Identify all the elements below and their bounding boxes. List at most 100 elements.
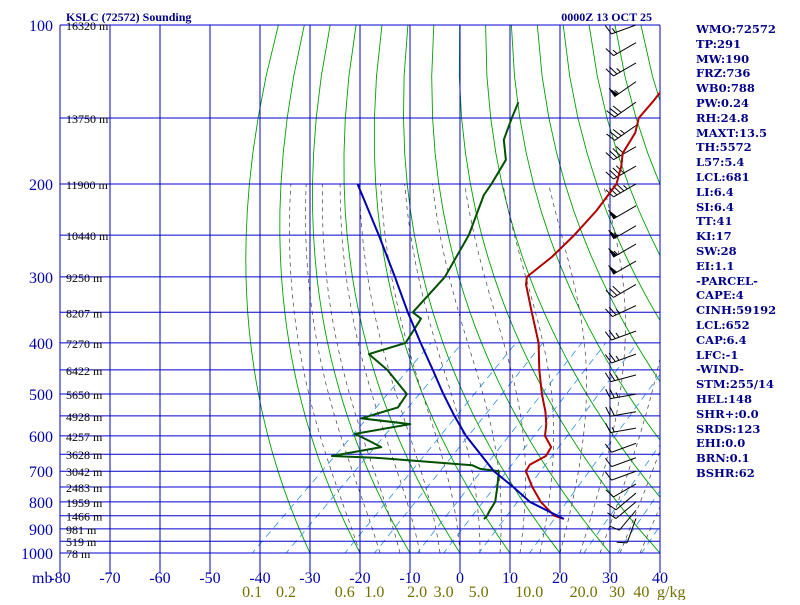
mixing-ratio-line	[435, 343, 606, 564]
temperature-tick-label: -50	[199, 570, 220, 587]
height-label: 10440 m	[66, 229, 109, 243]
index-line: -PARCEL-	[696, 274, 800, 289]
index-line: KI:17	[696, 229, 800, 244]
height-label: 6422 m	[66, 364, 103, 378]
pressure-tick-label: 1000	[21, 546, 53, 563]
height-label: 7270 m	[66, 337, 103, 351]
index-line: LI:6.4	[696, 185, 800, 200]
mixing-ratio-tick-label: 10.0	[515, 584, 543, 600]
wind-barb-feather	[605, 472, 611, 480]
height-label: 78 m	[66, 547, 91, 561]
time-title: 0000Z 13 OCT 25	[561, 10, 652, 24]
dry-adiabat-line	[344, 25, 467, 564]
index-line: WB0:788	[696, 81, 800, 96]
height-label: 1466 m	[66, 510, 103, 524]
station-title: KSLC (72572) Sounding	[66, 10, 191, 24]
axis-labels: 1002003004005006007008009001000mb-80-70-…	[21, 18, 685, 600]
wind-barb-half-feather	[617, 68, 621, 72]
index-line: RH:24.8	[696, 111, 800, 126]
mixing-ratio-tick-label: 3.0	[434, 584, 454, 600]
index-line: PW:0.24	[696, 96, 800, 111]
index-line: STM:255/14	[696, 377, 800, 392]
index-line: CAPE:4	[696, 288, 800, 303]
index-line: CAP:6.4	[696, 333, 800, 348]
index-line: SRDS:123	[696, 422, 800, 437]
pressure-tick-label: 200	[29, 177, 53, 194]
wind-barb-half-feather	[612, 28, 615, 32]
index-line: SW:28	[696, 244, 800, 259]
index-line: LFC:-1	[696, 348, 800, 363]
temperature-tick-label: 20	[552, 570, 568, 587]
dry-adiabat-line	[459, 25, 670, 564]
height-label: 11900 m	[66, 178, 109, 192]
height-label: 8207 m	[66, 306, 103, 320]
height-label: 3628 m	[66, 448, 103, 462]
temperature-tick-label: 0	[456, 570, 464, 587]
temperature-tick-label: -30	[299, 570, 320, 587]
mixing-ratio-line	[243, 343, 431, 564]
mixing-ratio-tick-label: 40	[633, 584, 649, 600]
wind-barb-half-feather	[616, 393, 618, 398]
dry-adiabat-line	[246, 25, 315, 564]
mixing-ratio-line	[336, 343, 516, 564]
moist-adiabat-line	[405, 184, 480, 553]
height-label: 4257 m	[66, 430, 103, 444]
wind-barb-half-feather	[616, 356, 619, 360]
pressure-tick-label: 300	[29, 270, 53, 287]
pressure-tick-label: 800	[29, 495, 53, 512]
wind-barb-feather	[610, 526, 620, 530]
pressure-tick-label: 500	[29, 387, 53, 404]
index-line: SI:6.4	[696, 200, 800, 215]
mixing-ratio-unit-label: g/kg	[657, 584, 685, 600]
dry-adiabat-line	[374, 25, 518, 564]
moist-adiabat-line	[359, 184, 440, 553]
mixing-ratio-tick-label: 0.1	[242, 584, 262, 600]
index-line: LCL:681	[696, 170, 800, 185]
height-label: 3042 m	[66, 465, 103, 479]
index-line: MAXT:13.5	[696, 126, 800, 141]
mixing-ratio-tick-label: 2.0	[407, 584, 427, 600]
index-line: L57:5.4	[696, 155, 800, 170]
wind-barb-half-feather	[624, 185, 628, 189]
index-line: BRN:0.1	[696, 451, 800, 466]
wind-barb-feather	[607, 504, 616, 510]
pressure-tick-label: 600	[29, 429, 53, 446]
mixing-ratio-tick-label: 5.0	[469, 584, 489, 600]
height-label: 1959 m	[66, 496, 103, 510]
wind-barb-half-feather	[616, 375, 619, 379]
height-label: 2483 m	[66, 481, 103, 495]
grid	[60, 25, 660, 573]
index-line: TT:41	[696, 214, 800, 229]
moist-adiabat-line	[600, 184, 672, 553]
index-line: LCL:652	[696, 318, 800, 333]
mixing-ratio-tick-label: 0.6	[335, 584, 355, 600]
index-line: -WIND-	[696, 362, 800, 377]
temperature-tick-label: -70	[99, 570, 120, 587]
temperature-tick-label: -80	[49, 570, 70, 587]
parcel-profile-line	[358, 184, 564, 519]
index-line: FRZ:736	[696, 66, 800, 81]
temperature-profile-line	[526, 25, 725, 519]
wind-barb-half-feather	[620, 130, 624, 133]
height-label: 13750 m	[66, 112, 109, 126]
mixing-ratio-tick-label: 20.0	[570, 584, 598, 600]
index-line: EI:1.1	[696, 259, 800, 274]
index-line: HEL:148	[696, 392, 800, 407]
index-line: TH:5572	[696, 140, 800, 155]
height-label: 5650 m	[66, 388, 103, 402]
index-line: BSHR:62	[696, 466, 800, 481]
wind-barb-staff	[612, 471, 636, 480]
pressure-tick-label: 100	[29, 18, 53, 35]
moist-adiabat-line	[381, 184, 460, 553]
index-line: SHR+:0.0	[696, 407, 800, 422]
index-line: MW:190	[696, 52, 800, 67]
pressure-tick-label: 400	[29, 336, 53, 353]
mixing-ratio-tick-label: 30	[609, 584, 625, 600]
index-line: CINH:59192	[696, 303, 800, 318]
temperature-tick-label: -60	[149, 570, 170, 587]
wind-barb-half-feather	[616, 333, 619, 337]
pressure-tick-label: 900	[29, 522, 53, 539]
mixing-ratio-tick-label: 1.0	[364, 584, 384, 600]
index-line: EHI:0.0	[696, 436, 800, 451]
